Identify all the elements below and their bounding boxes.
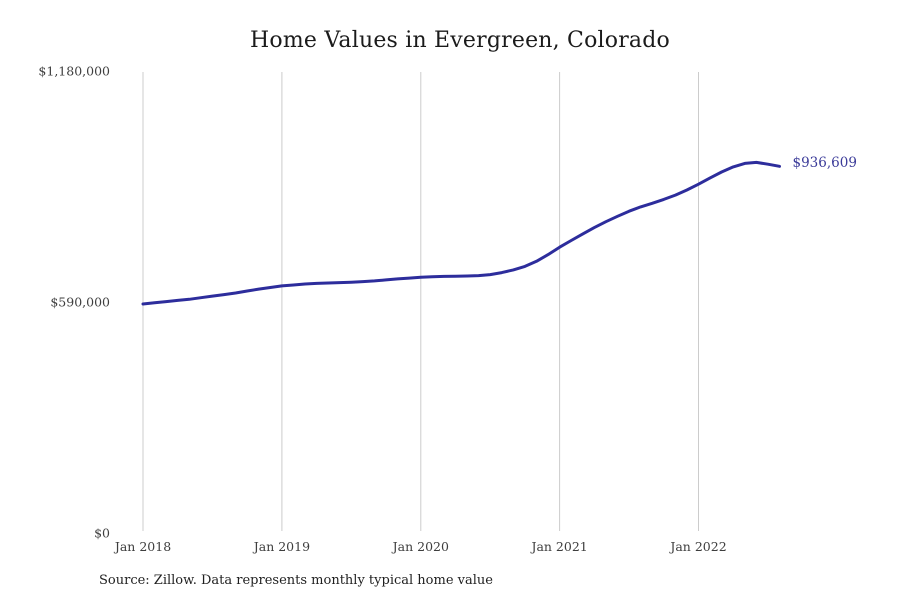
x-axis-tick-label: Jan 2021 xyxy=(529,539,587,554)
latest-value-label: $936,609 xyxy=(793,155,857,171)
home-value-series-line xyxy=(141,160,781,306)
x-axis-tick-label: Jan 2018 xyxy=(113,539,171,554)
source-note: Source: Zillow. Data represents monthly … xyxy=(99,573,493,588)
y-axis-tick-label: $0 xyxy=(94,526,110,541)
x-axis-tick-label: Jan 2022 xyxy=(668,539,726,554)
x-axis-tick-label: Jan 2020 xyxy=(391,539,449,554)
y-axis-tick-label: $590,000 xyxy=(50,295,110,310)
y-axis-tick-label: $1,180,000 xyxy=(38,64,110,79)
x-axis-tick-label: Jan 2019 xyxy=(252,539,310,554)
chart-title: Home Values in Evergreen, Colorado xyxy=(250,28,670,53)
